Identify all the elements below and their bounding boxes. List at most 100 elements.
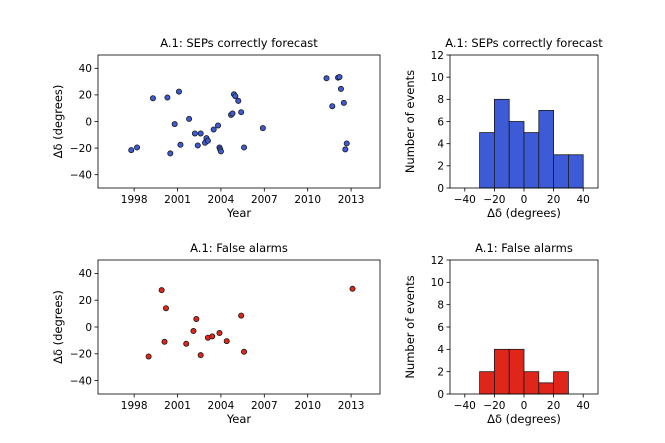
- scatter-point: [193, 315, 200, 322]
- scatter-point: [197, 352, 204, 359]
- histogram-bar: [553, 154, 569, 189]
- x-tick-label: 2004: [208, 400, 235, 412]
- axes-frame: [97, 259, 381, 395]
- y-tick-label: −20: [70, 349, 92, 361]
- y-tick-label: 10: [431, 277, 444, 289]
- scatter-point: [190, 328, 197, 335]
- x-axis-label: Year: [226, 412, 252, 426]
- chart-title: A.1: False alarms: [475, 241, 573, 255]
- scatter-point: [349, 285, 356, 292]
- y-tick-label: 4: [437, 138, 444, 150]
- chart-title: A.1: SEPs correctly forecast: [160, 36, 318, 50]
- scatter-point: [149, 95, 156, 102]
- y-tick-label: 0: [85, 116, 92, 128]
- y-tick-label: 6: [437, 322, 444, 334]
- y-tick-label: −20: [70, 143, 92, 155]
- y-tick-label: 0: [437, 183, 444, 195]
- y-axis-label: Number of events: [403, 275, 417, 378]
- scatter-point: [241, 348, 248, 355]
- x-tick-label: 1998: [121, 194, 148, 206]
- x-axis-label: Δδ (degrees): [487, 412, 561, 426]
- scatter-point: [175, 88, 182, 95]
- scatter-point: [238, 109, 245, 116]
- x-tick-label: 2007: [251, 194, 278, 206]
- scatter-point: [128, 147, 135, 154]
- x-tick-label: 40: [577, 194, 590, 206]
- panel-bottom-right-histogram: −40 −20 0 20 40 0 2 4 6 8 10 12 A.1: False alarms Δδ …: [403, 241, 599, 426]
- scatter-point: [191, 130, 198, 137]
- y-tick-label: 2: [437, 366, 444, 378]
- histogram-bar: [538, 110, 554, 189]
- scatter-point: [162, 305, 169, 312]
- histogram-bar: [479, 132, 495, 189]
- y-tick-label: 8: [437, 94, 444, 106]
- y-tick-label: −40: [70, 170, 92, 182]
- scatter-point: [340, 99, 347, 106]
- scatter-point: [241, 144, 248, 151]
- histogram-bar: [479, 371, 495, 395]
- y-tick-label: −40: [70, 375, 92, 387]
- x-tick-label: 40: [577, 400, 590, 412]
- x-tick-label: −20: [483, 400, 505, 412]
- scatter-point: [259, 125, 266, 132]
- x-axis-label: Δδ (degrees): [487, 206, 561, 220]
- x-tick-label: −40: [454, 400, 476, 412]
- chart-title: A.1: False alarms: [190, 241, 288, 255]
- scatter-point: [183, 340, 190, 347]
- x-tick-label: 2013: [338, 400, 365, 412]
- chart-title: A.1: SEPs correctly forecast: [445, 36, 603, 50]
- scatter-point: [323, 75, 330, 82]
- y-tick-label: 40: [79, 268, 92, 280]
- x-tick-label: 2013: [338, 194, 365, 206]
- y-tick-label: 4: [437, 344, 444, 356]
- histogram-bar: [553, 371, 569, 395]
- x-axis-label: Year: [226, 206, 252, 220]
- x-tick-label: −40: [454, 194, 476, 206]
- y-tick-label: 40: [79, 63, 92, 75]
- scatter-point: [216, 330, 223, 337]
- scatter-point: [343, 140, 350, 147]
- scatter-point: [337, 85, 344, 92]
- x-tick-label: 20: [547, 400, 560, 412]
- scatter-point: [235, 97, 242, 104]
- histogram-bar: [568, 154, 584, 189]
- y-tick-label: 0: [85, 322, 92, 334]
- scatter-point: [238, 312, 245, 319]
- scatter-point: [167, 150, 174, 157]
- y-tick-label: 0: [437, 389, 444, 401]
- scatter-point: [204, 137, 211, 144]
- panel-top-right-histogram: −40 −20 0 20 40 0 2 4 6 8 10 12A.1: SEPs correctly …: [403, 36, 603, 220]
- x-tick-label: 0: [521, 400, 528, 412]
- y-axis-label: Number of events: [403, 70, 417, 173]
- y-tick-label: 2: [437, 161, 444, 173]
- scatter-point: [232, 93, 239, 100]
- x-tick-label: 20: [547, 194, 560, 206]
- x-tick-label: 2001: [164, 194, 191, 206]
- y-tick-label: 12: [431, 255, 444, 267]
- scatter-point: [164, 94, 171, 101]
- y-tick-label: 20: [79, 90, 92, 102]
- x-tick-label: 0: [521, 194, 528, 206]
- scatter-point: [210, 126, 217, 133]
- scatter-point: [209, 333, 216, 340]
- scatter-point: [171, 121, 178, 128]
- x-tick-label: 2004: [208, 194, 235, 206]
- y-tick-label: 12: [431, 50, 444, 62]
- x-tick-label: −20: [483, 194, 505, 206]
- x-tick-label: 2010: [294, 400, 321, 412]
- y-tick-label: 20: [79, 295, 92, 307]
- histogram-bar: [523, 371, 540, 395]
- panel-top-left-scatter: 1998 2001 2004 2007 2010 2013 −40 −20 0 20 40 A.1: …: [51, 36, 381, 220]
- y-axis-label: Δδ (degrees): [51, 290, 65, 364]
- scatter-point: [342, 146, 349, 153]
- histogram-bar: [493, 98, 510, 189]
- scatter-point: [158, 287, 165, 294]
- scatter-point: [134, 144, 141, 151]
- y-axis-label: Δδ (degrees): [51, 85, 65, 159]
- scatter-point: [161, 338, 168, 345]
- scatter-point: [194, 142, 201, 149]
- x-tick-label: 2010: [294, 194, 321, 206]
- histogram-bar: [508, 348, 525, 395]
- scatter-point: [177, 141, 184, 148]
